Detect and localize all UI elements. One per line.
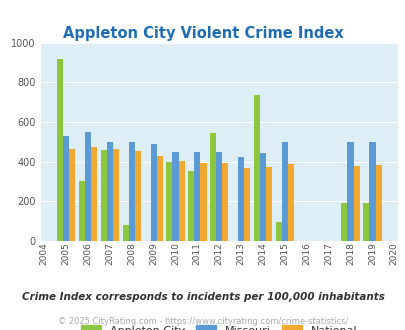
Bar	[253, 95, 259, 241]
Text: © 2025 CityRating.com - https://www.cityrating.com/crime-statistics/: © 2025 CityRating.com - https://www.city…	[58, 317, 347, 326]
Bar	[100, 150, 107, 241]
Bar	[134, 151, 141, 241]
Bar	[166, 162, 172, 241]
Legend: Appleton City, Missouri, National: Appleton City, Missouri, National	[77, 322, 360, 330]
Bar	[57, 59, 63, 241]
Bar	[287, 164, 293, 241]
Bar	[215, 152, 222, 241]
Bar	[341, 203, 347, 241]
Bar	[107, 142, 113, 241]
Bar	[281, 142, 287, 241]
Bar	[243, 168, 250, 241]
Bar	[63, 136, 69, 241]
Bar	[79, 181, 85, 241]
Bar	[172, 152, 178, 241]
Bar	[362, 203, 369, 241]
Bar	[275, 222, 281, 241]
Bar	[150, 144, 156, 241]
Bar	[259, 153, 265, 241]
Bar	[91, 147, 97, 241]
Text: Appleton City Violent Crime Index: Appleton City Violent Crime Index	[62, 26, 343, 41]
Bar	[222, 163, 228, 241]
Bar	[237, 157, 243, 241]
Bar	[188, 171, 194, 241]
Bar	[369, 142, 375, 241]
Text: Crime Index corresponds to incidents per 100,000 inhabitants: Crime Index corresponds to incidents per…	[21, 292, 384, 302]
Bar	[122, 225, 128, 241]
Bar	[128, 142, 134, 241]
Bar	[156, 156, 162, 241]
Bar	[375, 165, 381, 241]
Bar	[113, 149, 119, 241]
Bar	[178, 161, 184, 241]
Bar	[200, 163, 206, 241]
Bar	[353, 166, 359, 241]
Bar	[265, 167, 271, 241]
Bar	[69, 149, 75, 241]
Bar	[194, 152, 200, 241]
Bar	[85, 132, 91, 241]
Bar	[209, 133, 215, 241]
Bar	[347, 142, 353, 241]
